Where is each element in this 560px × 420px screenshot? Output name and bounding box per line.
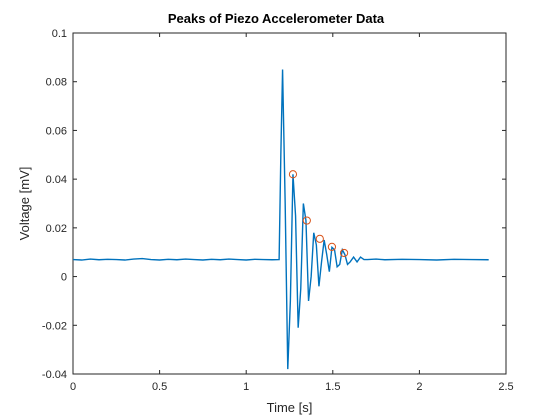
y-axis-label: Voltage [mV]: [17, 167, 32, 241]
x-axis-ticks: 0 0.5 1 1.5 2 2.5: [70, 33, 514, 393]
x-tick-label: 1: [243, 381, 249, 393]
series-line: [72, 69, 489, 370]
y-tick-label: 0.08: [46, 77, 67, 89]
y-tick-label: -0.02: [42, 320, 67, 332]
y-tick-label: 0.1: [52, 28, 67, 40]
y-tick-label: -0.04: [42, 369, 67, 381]
x-tick-label: 2: [416, 381, 422, 393]
y-axis-ticks: -0.04 -0.02 0 0.02 0.04 0.06 0.08 0.1: [42, 28, 506, 381]
peak-marker: [302, 216, 311, 225]
x-axis-label: Time [s]: [267, 400, 313, 415]
peak-marker: [339, 248, 349, 258]
y-tick-label: 0.04: [46, 174, 67, 186]
y-tick-label: 0.02: [46, 223, 67, 235]
chart-title: Peaks of Piezo Accelerometer Data: [168, 11, 385, 26]
peak-marker: [315, 234, 324, 243]
peak-markers: [288, 170, 349, 258]
y-tick-label: 0: [61, 272, 67, 284]
x-tick-label: 0.5: [152, 381, 167, 393]
peak-marker: [327, 242, 337, 251]
x-tick-label: 2.5: [498, 381, 513, 393]
y-tick-label: 0.06: [46, 125, 67, 137]
x-tick-label: 1.5: [325, 381, 340, 393]
peak-marker: [288, 170, 298, 179]
x-tick-label: 0: [70, 381, 76, 393]
